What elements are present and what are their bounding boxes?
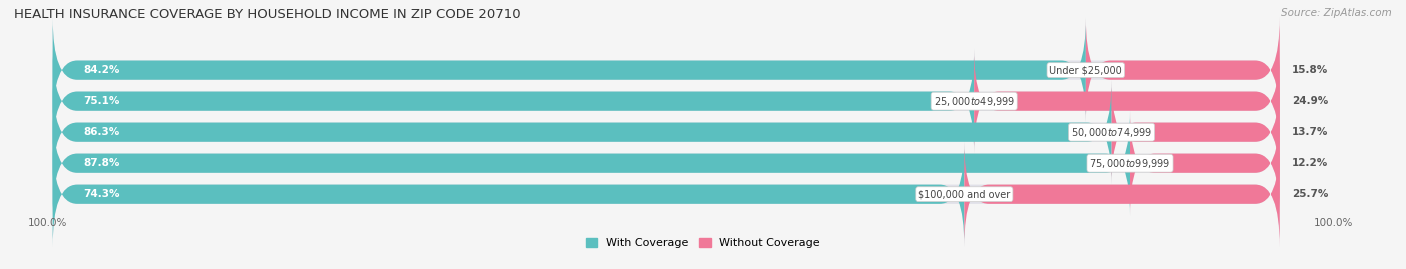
FancyBboxPatch shape [1112, 80, 1279, 185]
Text: $100,000 and over: $100,000 and over [918, 189, 1011, 199]
Text: 100.0%: 100.0% [1315, 218, 1354, 228]
FancyBboxPatch shape [52, 80, 1112, 185]
FancyBboxPatch shape [965, 142, 1279, 247]
FancyBboxPatch shape [52, 142, 1279, 247]
Text: 84.2%: 84.2% [83, 65, 120, 75]
Text: HEALTH INSURANCE COVERAGE BY HOUSEHOLD INCOME IN ZIP CODE 20710: HEALTH INSURANCE COVERAGE BY HOUSEHOLD I… [14, 8, 520, 21]
Text: 12.2%: 12.2% [1292, 158, 1329, 168]
Text: 74.3%: 74.3% [83, 189, 120, 199]
FancyBboxPatch shape [52, 18, 1085, 123]
Text: Source: ZipAtlas.com: Source: ZipAtlas.com [1281, 8, 1392, 18]
FancyBboxPatch shape [52, 18, 1279, 123]
Text: 13.7%: 13.7% [1292, 127, 1329, 137]
Text: 87.8%: 87.8% [83, 158, 120, 168]
FancyBboxPatch shape [52, 111, 1279, 216]
FancyBboxPatch shape [52, 49, 1279, 154]
Text: $75,000 to $99,999: $75,000 to $99,999 [1090, 157, 1171, 170]
Text: 100.0%: 100.0% [28, 218, 67, 228]
Text: 86.3%: 86.3% [83, 127, 120, 137]
Text: 15.8%: 15.8% [1292, 65, 1329, 75]
Text: $25,000 to $49,999: $25,000 to $49,999 [934, 95, 1015, 108]
Text: 75.1%: 75.1% [83, 96, 120, 106]
FancyBboxPatch shape [52, 49, 974, 154]
FancyBboxPatch shape [1085, 18, 1279, 123]
FancyBboxPatch shape [1130, 111, 1279, 216]
Text: 24.9%: 24.9% [1292, 96, 1329, 106]
FancyBboxPatch shape [974, 49, 1279, 154]
FancyBboxPatch shape [52, 111, 1130, 216]
FancyBboxPatch shape [52, 80, 1279, 185]
Legend: With Coverage, Without Coverage: With Coverage, Without Coverage [582, 234, 824, 253]
Text: $50,000 to $74,999: $50,000 to $74,999 [1071, 126, 1152, 139]
Text: 25.7%: 25.7% [1292, 189, 1329, 199]
Text: Under $25,000: Under $25,000 [1049, 65, 1122, 75]
FancyBboxPatch shape [52, 142, 965, 247]
